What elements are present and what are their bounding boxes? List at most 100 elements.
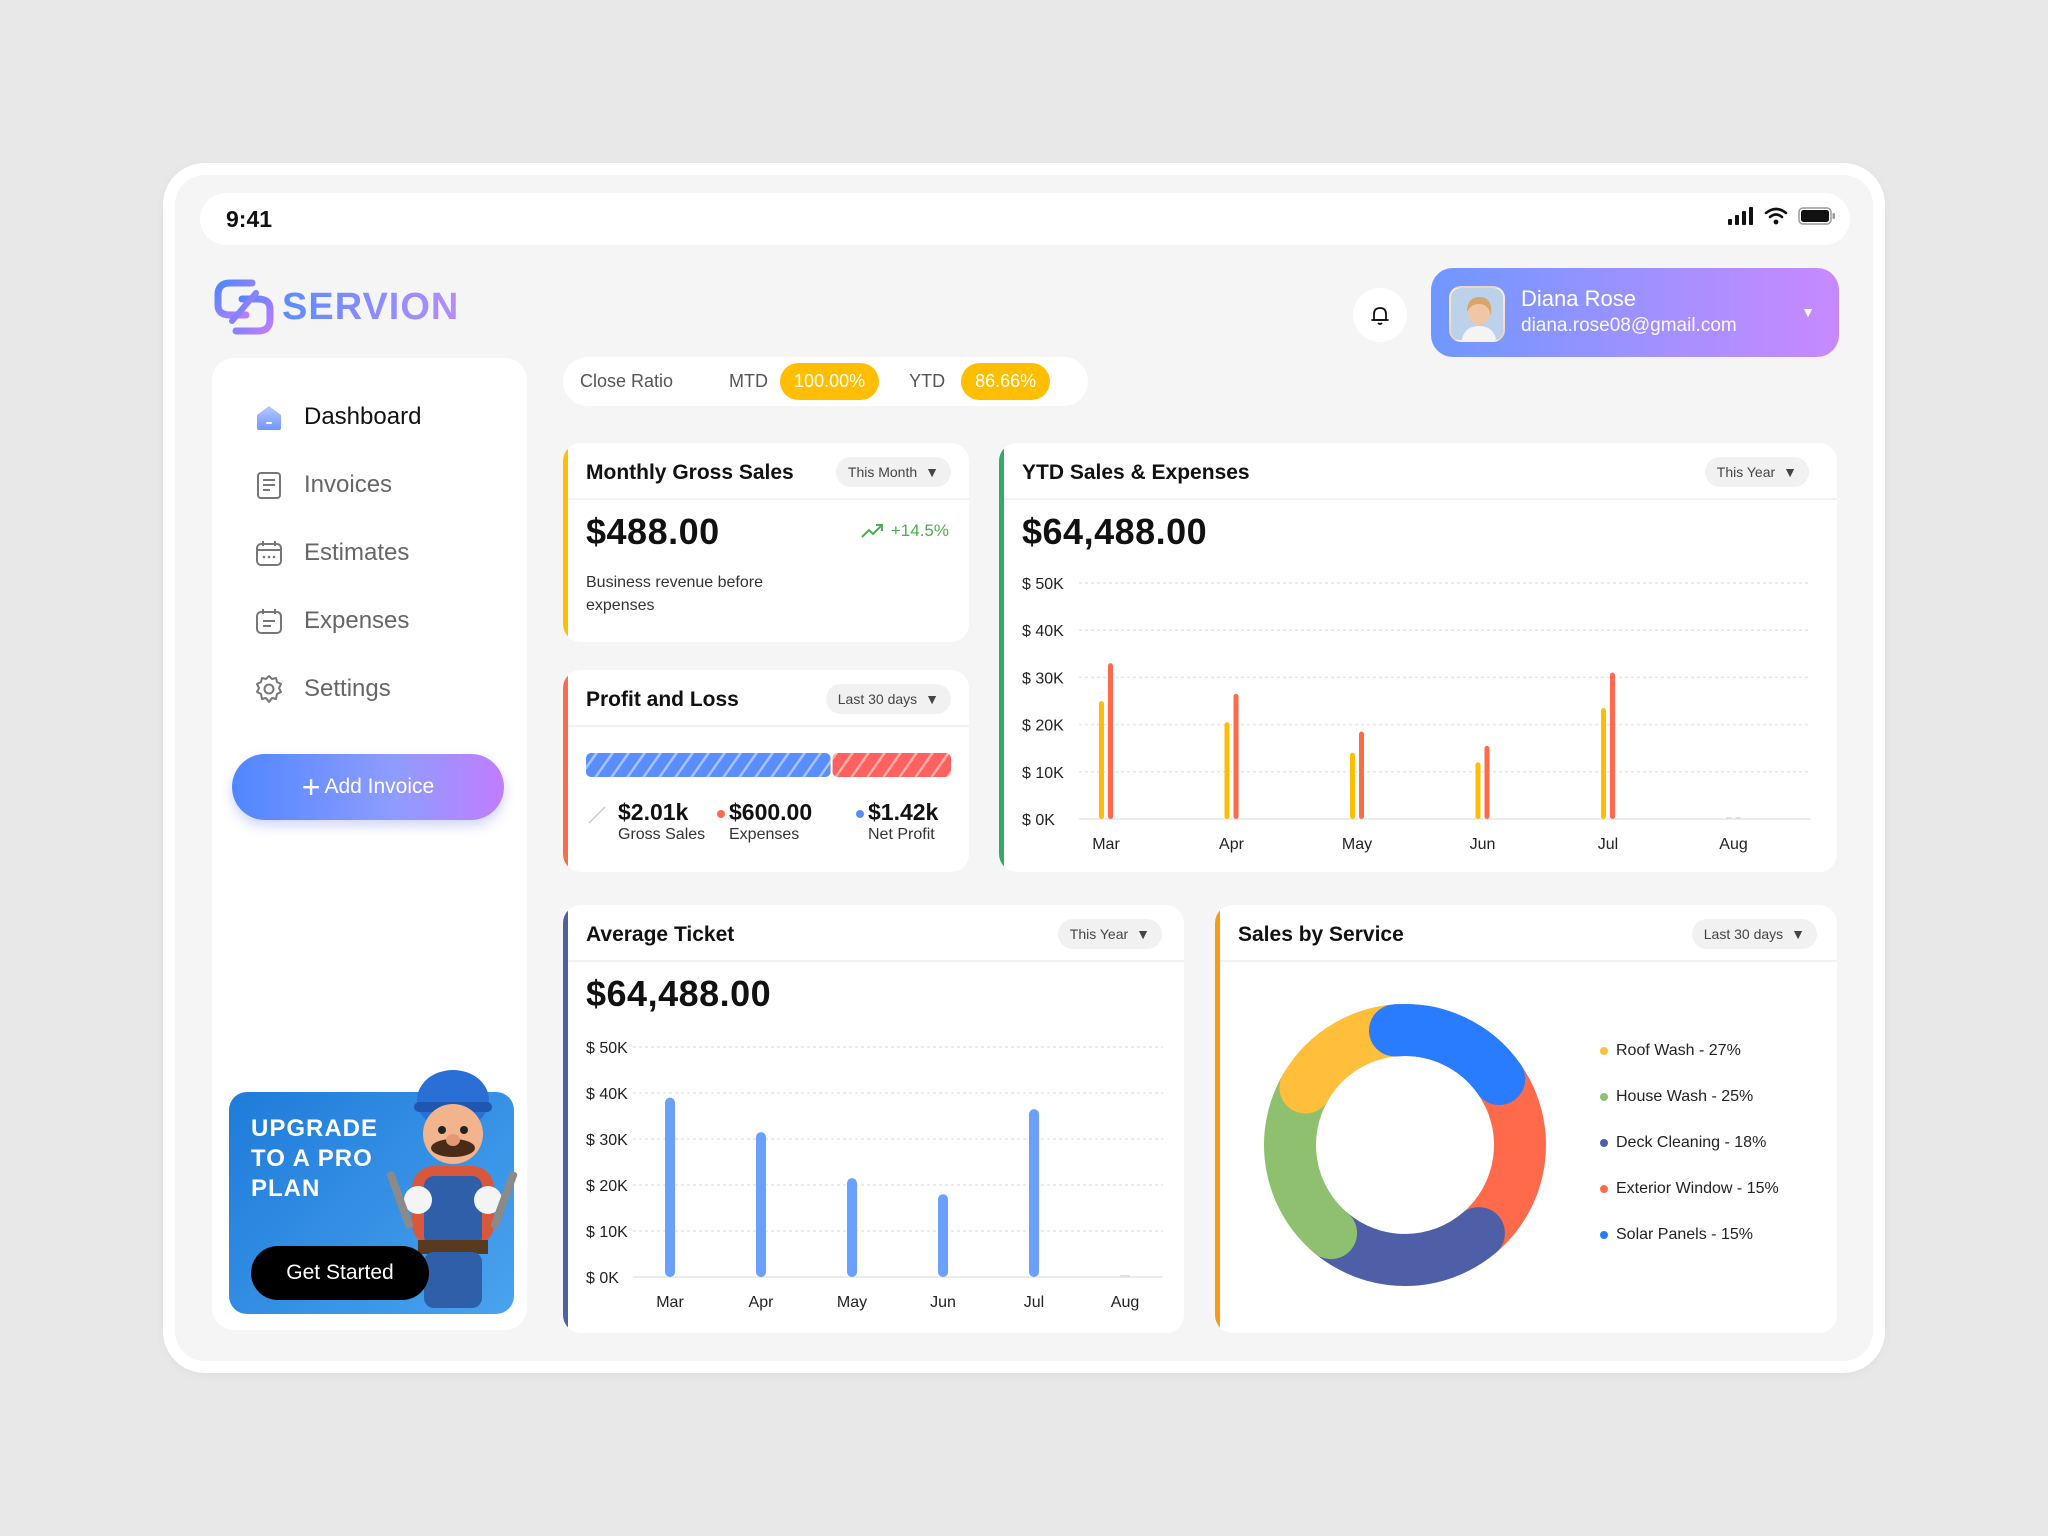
bar [756,1132,766,1277]
bar [1120,1275,1130,1277]
monthly-gross-filter-dropdown[interactable]: This Month ▼ [835,457,951,487]
avg-ticket-value: $64,488.00 [586,973,772,1014]
gross-sales-stat: $2.01k Gross Sales [588,799,705,844]
caret-down-icon: ▼ [925,691,939,707]
sidebar-item-dashboard[interactable]: Dashboard [254,402,421,432]
bar [1726,817,1732,819]
card-title: Profit and Loss [586,688,739,711]
monthly-gross-sales-card: Monthly Gross Sales This Month ▼ $488.00 … [563,443,969,642]
monthly-gross-value: $488.00 [586,511,720,552]
signal-icon [1728,207,1753,225]
net-profit-stat: $1.42k Net Profit [856,799,938,844]
x-tick-label: May [837,1294,867,1311]
bar [938,1194,948,1277]
profile-menu[interactable]: Diana Rose diana.rose08@gmail.com ▼ [1431,268,1839,357]
y-tick-label: $ 0K [1022,812,1055,829]
notification-button[interactable] [1353,288,1407,342]
mtd-label: MTD [729,371,769,391]
legend-label: Exterior Window - 15% [1616,1180,1779,1197]
bar [1350,752,1355,819]
caret-down-icon: ▼ [925,464,939,480]
legend-dot [1600,1231,1608,1239]
sales-service-filter-dropdown[interactable]: Last 30 days ▼ [1691,919,1817,949]
avg-ticket-bar-chart: $ 50K $ 40K $ 30K $ 20K $ 10K $ 0K Mar Apr May Ju… [586,1040,1163,1311]
legend-label: Roof Wash - 27% [1616,1042,1741,1059]
bar [1735,817,1741,819]
x-tick-label: Apr [749,1294,775,1311]
bell-icon [1371,307,1389,325]
calendar-icon [256,541,282,566]
battery-icon [1798,207,1835,225]
profit-loss-filter-dropdown[interactable]: Last 30 days ▼ [825,684,951,714]
x-tick-label: May [1342,836,1372,853]
bar [1484,745,1490,819]
donut-slice [1368,1004,1526,1106]
gross-sales-segment [586,753,831,777]
sidebar-item-estimates[interactable]: Estimates [254,538,409,568]
legend-label: House Wash - 25% [1616,1088,1754,1105]
sidebar-item-label: Dashboard [304,403,422,430]
y-tick-label: $ 40K [1022,623,1064,640]
y-tick-label: $ 40K [586,1086,628,1103]
legend-item: Roof Wash - 27% [1600,1042,1741,1060]
sales-by-service-card: Sales by Service Last 30 days ▼ [1215,905,1837,1333]
bar [1224,722,1230,819]
sidebar-item-invoices[interactable]: Invoices [254,470,392,500]
legend-item: House Wash - 25% [1600,1088,1753,1106]
status-time: 9:41 [226,206,273,232]
ytd-bar-chart: $ 50K $ 40K $ 30K $ 20K $ 10K $ 0K Mar Apr May Ju… [1022,576,1811,853]
expenses-segment [832,753,951,777]
y-tick-label: $ 20K [586,1178,628,1195]
expense-icon [256,609,282,634]
sidebar-item-label: Estimates [304,539,410,566]
bar [847,1178,857,1277]
plus-icon: + [301,769,321,805]
ytd-sales-expenses-card: YTD Sales & Expenses This Year ▼ $64,488.… [999,443,1837,872]
profit-loss-progress-bar [586,753,951,777]
close-ratio-label: Close Ratio [580,371,674,391]
y-tick-label: $ 20K [1022,718,1064,735]
legend-label: Deck Cleaning - 18% [1616,1134,1767,1151]
ytd-value-badge: 86.66% [961,363,1051,400]
sales-donut-chart [1264,1004,1546,1286]
y-tick-label: $ 10K [586,1224,628,1241]
card-title: Monthly Gross Sales [586,461,794,484]
legend-item: Deck Cleaning - 18% [1600,1134,1766,1152]
x-tick-label: Jun [930,1294,956,1311]
add-invoice-label: Add Invoice [324,775,435,798]
home-icon [257,406,281,430]
avatar [1449,286,1505,342]
close-ratio-bar: Close Ratio MTD 100.00% YTD 86.66% [563,357,1088,406]
net-profit-dot [856,810,864,818]
servion-logo-icon [214,279,274,335]
invoice-icon [257,472,281,499]
status-bar: 9:41 [200,193,1850,245]
brand-name: SERVION [282,285,460,328]
gear-icon [256,675,282,703]
sidebar-item-expenses[interactable]: Expenses [254,606,409,636]
brand-logo[interactable]: SERVION [212,275,459,339]
card-title: Average Ticket [586,923,735,946]
legend-dot [1600,1185,1608,1193]
get-started-button[interactable]: Get Started [251,1246,429,1300]
bar [1029,1109,1039,1277]
card-title: Sales by Service [1238,923,1404,946]
x-tick-label: Apr [1219,836,1245,853]
sidebar-item-settings[interactable]: Settings [254,674,391,704]
bar [1359,731,1364,819]
y-tick-label: $ 30K [1022,670,1064,687]
legend-label: Solar Panels - 15% [1616,1226,1753,1243]
caret-down-icon: ▼ [1136,926,1150,942]
x-tick-label: Jun [1470,836,1496,853]
profit-loss-card: Profit and Loss Last 30 days ▼ $2.01k Gro… [563,670,969,872]
mtd-value-badge: 100.00% [780,363,880,400]
expenses-dot [717,810,725,818]
chevron-down-icon[interactable]: ▼ [1801,304,1815,320]
caret-down-icon: ▼ [1783,464,1797,480]
avg-ticket-filter-dropdown[interactable]: This Year ▼ [1057,919,1162,949]
add-invoice-button[interactable]: + Add Invoice [232,754,504,820]
bar [1610,672,1615,819]
ytd-filter-dropdown[interactable]: This Year ▼ [1704,457,1809,487]
legend-dot [1600,1047,1608,1055]
bar [1233,693,1239,819]
